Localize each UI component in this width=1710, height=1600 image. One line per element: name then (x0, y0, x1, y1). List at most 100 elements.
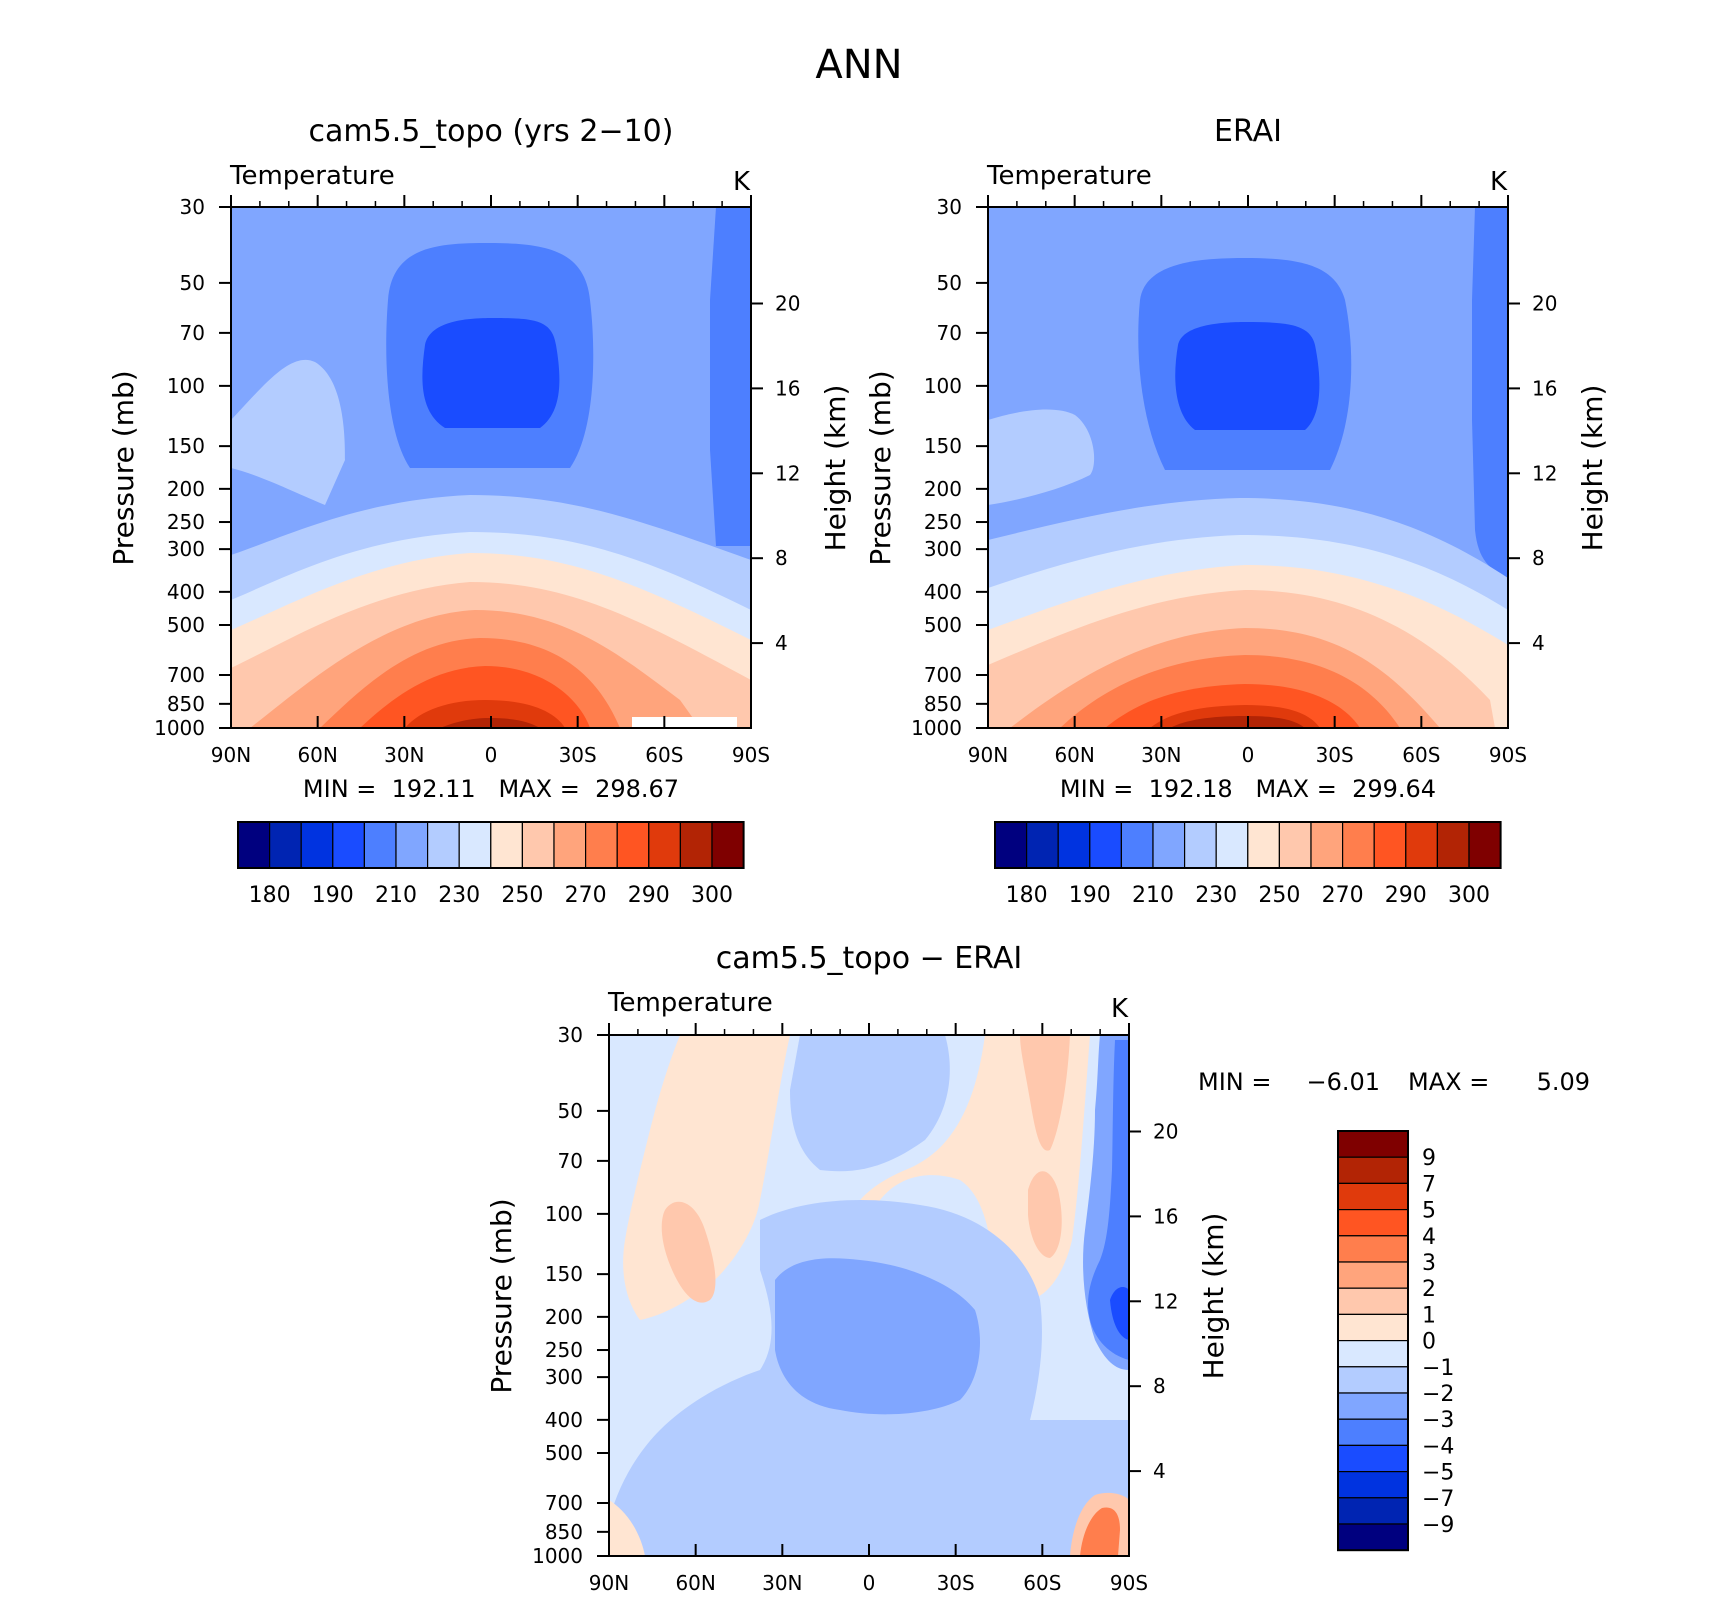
y2-tick-label: 20 (1153, 1119, 1178, 1143)
colorbar-box (427, 821, 460, 869)
y-axis-label: Pressure (mb) (864, 370, 897, 565)
x-tick-label: 60S (1402, 743, 1440, 767)
y2-tick-label: 12 (1532, 461, 1557, 485)
colorbar-box (332, 821, 365, 869)
y-tick-label: 30 (180, 195, 205, 219)
y2-tick-label: 8 (1532, 546, 1545, 570)
colorbar-box (458, 821, 492, 869)
colorbar-label: 270 (1322, 883, 1364, 908)
colorbar-label: −3 (1422, 1408, 1454, 1433)
colorbar-box (269, 821, 302, 869)
x-tick-label: 60N (297, 743, 337, 767)
x-tick-label: 30S (937, 1571, 975, 1595)
y-tick-label: 70 (937, 321, 962, 345)
colorbar-label: 250 (1258, 883, 1300, 908)
y-tick-label: 1000 (911, 716, 962, 740)
y-tick-label: 1000 (154, 716, 205, 740)
colorbar-box (1373, 821, 1407, 869)
y-tick-label: 30 (937, 195, 962, 219)
y-tick-label: 30 (558, 1023, 583, 1047)
y-tick-label: 300 (924, 537, 962, 561)
colorbar-box (1337, 1392, 1409, 1420)
region-colder-sh-polar (1088, 1040, 1129, 1360)
panel-model: cam5.5_topo (yrs 2−10) Temperature K 90N… (107, 114, 852, 908)
x-tick-label: 30N (1141, 743, 1181, 767)
colorbar-box (1120, 821, 1154, 869)
y-tick-label: 300 (167, 537, 205, 561)
colorbar-label: 230 (438, 883, 480, 908)
colorbar-box (521, 821, 555, 869)
x-tick-label: 60S (1023, 1571, 1061, 1595)
colorbar: 180 190 210 230 250 270 290 300 (237, 821, 745, 908)
y-tick-label: 500 (545, 1441, 583, 1465)
colorbar-label: 0 (1422, 1330, 1436, 1355)
units-label: K (1490, 167, 1508, 197)
y-tick-label: 700 (545, 1491, 583, 1515)
y-tick-label: 400 (167, 580, 205, 604)
region-warmer-surface-sh (1080, 1507, 1120, 1556)
y-tick-label: 1000 (532, 1544, 583, 1568)
region-cool-tropical-upper (790, 1035, 950, 1172)
colorbar-box (1183, 821, 1217, 869)
y-tick-label: 100 (924, 374, 962, 398)
colorbar-box (1468, 821, 1502, 869)
x-tick-label: 30S (559, 743, 597, 767)
variable-label: Temperature (607, 988, 773, 1018)
x-tick-label: 30S (1316, 743, 1354, 767)
x-tick-label: 0 (485, 743, 498, 767)
region-warm-sh-upper (850, 1035, 1090, 1300)
region-cold-core (422, 318, 560, 428)
colorbar-label: 300 (1448, 883, 1490, 908)
colorbar-label: 180 (1006, 883, 1048, 908)
y2-tick-label: 4 (1532, 631, 1545, 655)
x-tick-label: 30N (762, 1571, 802, 1595)
colorbar-label: −2 (1422, 1382, 1454, 1407)
y-tick-label: 700 (167, 663, 205, 687)
colorbar-box (1337, 1156, 1409, 1184)
colorbar-box (1337, 1523, 1409, 1551)
y-tick-label: 200 (545, 1305, 583, 1329)
colorbar-label: −4 (1422, 1434, 1454, 1459)
stats-label: MIN = 192.18 MAX = 299.64 (1060, 775, 1436, 803)
colorbar-box (1310, 821, 1344, 869)
axes: 90N 60N 30N 0 30S 60S 90S 30 50 70 100 150 200 250 300… (154, 195, 800, 767)
colorbar-box (1337, 1182, 1409, 1211)
colorbar-frame (1337, 1130, 1409, 1552)
y-tick-label: 150 (924, 434, 962, 458)
y2-tick-label: 20 (775, 291, 800, 315)
y-tick-label: 500 (167, 613, 205, 637)
colorbar-frame (994, 821, 1502, 869)
colorbar-box (616, 821, 650, 869)
x-tick-label: 90S (1110, 1571, 1148, 1595)
y2-axis-label: Height (km) (1576, 385, 1609, 552)
region-surface-nh (609, 1500, 645, 1556)
y-tick-label: 850 (167, 692, 205, 716)
x-tick-label: 60N (1054, 743, 1094, 767)
colorbar-label: 3 (1422, 1251, 1436, 1276)
colorbar-label: 250 (501, 883, 543, 908)
axes: 90N 60N 30N 0 30S 60S 90S 30 50 70 100 150 200 250 300… (532, 1023, 1178, 1595)
x-tick-label: 90N (589, 1571, 629, 1595)
y2-tick-label: 12 (775, 461, 800, 485)
y2-tick-label: 20 (1532, 291, 1557, 315)
contour-field (609, 1035, 1129, 1556)
colorbar-box (490, 821, 523, 869)
colorbar-box (1405, 821, 1439, 869)
colorbar-box (1436, 821, 1470, 869)
x-tick-label: 0 (863, 1571, 876, 1595)
colorbar-box (1337, 1208, 1409, 1237)
y2-tick-label: 4 (775, 631, 788, 655)
colorbar-label: −9 (1422, 1513, 1454, 1538)
colorbar-box (994, 821, 1028, 869)
colorbar-box (1341, 821, 1375, 869)
variable-label: Temperature (986, 161, 1152, 191)
y-tick-label: 700 (924, 663, 962, 687)
colorbar-box (1089, 821, 1123, 869)
y-tick-label: 100 (545, 1202, 583, 1226)
colorbar-frame (237, 821, 745, 869)
colorbar-label: 290 (1385, 883, 1427, 908)
x-tick-label: 60S (645, 743, 683, 767)
axes: 90N 60N 30N 0 30S 60S 90S 30 50 70 100 150 200 250 300… (911, 195, 1557, 767)
panel-title: cam5.5_topo (yrs 2−10) (309, 114, 674, 149)
